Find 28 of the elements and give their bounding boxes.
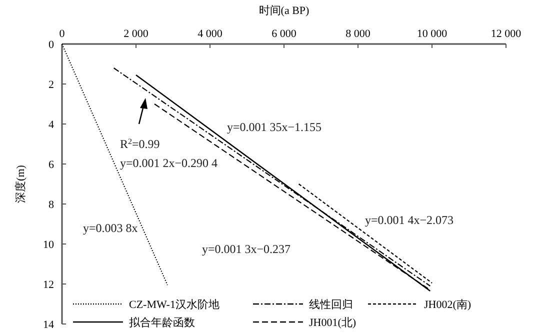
- annotation: y=0.001 3x−0.237: [202, 242, 291, 256]
- y-tick-label: 12: [43, 279, 54, 291]
- y-tick-label: 2: [48, 79, 54, 91]
- x-tick-label: 0: [59, 28, 66, 40]
- annotation: y=0.001 2x−0.290 4: [120, 156, 218, 170]
- y-tick-label: 8: [48, 199, 54, 211]
- y-tick-label: 10: [43, 239, 54, 251]
- annotation: y=0.001 35x−1.155: [227, 120, 322, 134]
- legend-label: JH001(北): [309, 316, 356, 329]
- legend-label: CZ-MW-1汉水阶地: [129, 298, 220, 311]
- legend-label: JH002(南): [424, 298, 472, 311]
- y-tick-label: 6: [48, 159, 54, 171]
- annotation: R$^{2}$=0.99: [120, 136, 160, 151]
- x-tick-label: 12 000: [490, 28, 522, 40]
- y-tick-label: 14: [43, 319, 54, 331]
- x-tick-label: 10 000: [416, 28, 448, 40]
- x-axis-title: 时间(a BP): [258, 4, 310, 17]
- legend-label: 拟合年龄函数: [129, 316, 195, 329]
- x-tick-label: 4 000: [198, 28, 223, 40]
- x-tick-label: 2 000: [124, 28, 149, 40]
- annotation: y=0.001 4x−2.073: [365, 213, 454, 227]
- y-axis-title: 深度(m): [14, 164, 27, 203]
- x-tick-label: 8 000: [346, 28, 371, 40]
- annotation: y=0.003 8x: [83, 221, 138, 235]
- y-tick-label: 4: [48, 119, 54, 131]
- x-tick-label: 6 000: [272, 28, 297, 40]
- legend-label: 线性回归: [309, 298, 353, 311]
- y-tick-label: 0: [48, 39, 54, 51]
